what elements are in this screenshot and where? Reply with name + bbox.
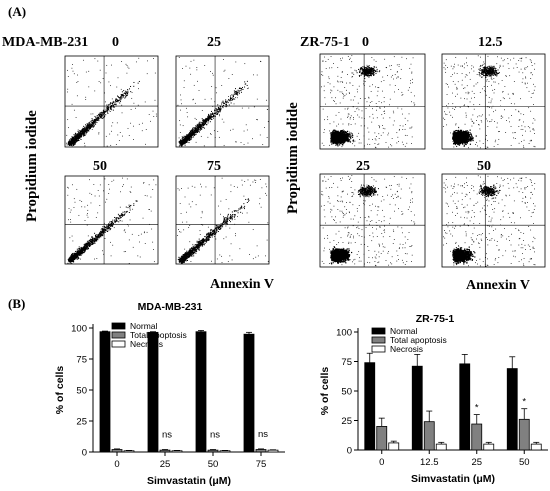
bar-necrosis	[483, 443, 495, 451]
bar-normal	[411, 365, 423, 451]
significance-label: ns	[162, 430, 172, 441]
bar-normal	[147, 331, 159, 453]
bar-normal	[459, 363, 471, 451]
bar-necrosis	[267, 449, 279, 453]
panel-a-label: (A)	[8, 4, 27, 19]
legend-label: Necrosis	[390, 344, 423, 354]
significance-label: *	[475, 403, 479, 414]
bar-necrosis	[123, 450, 135, 453]
panel-b-label: (B)	[8, 296, 26, 311]
flow-title-right-1: 12.5	[478, 35, 503, 50]
legend-swatch	[371, 336, 386, 344]
propidium-label-right: Propidium iodide	[285, 102, 301, 214]
bar-normal	[99, 331, 111, 453]
bar-chart-title-right: ZR-75-1	[415, 313, 455, 325]
y-tick-label: 0	[347, 446, 352, 457]
flow-title-left-3: 75	[207, 159, 221, 174]
bar-total-apoptosis	[471, 423, 483, 451]
bar-necrosis	[171, 450, 183, 453]
bar-total-apoptosis	[518, 418, 530, 451]
bar-chart-mda: 0 25 50 75 100 0 25 ns 50 ns 75 ns % of cells Simvast…	[54, 321, 285, 487]
y-tick-label: 50	[341, 387, 352, 398]
x-tick-label: 25	[471, 457, 482, 468]
legend-label: Total apoptosis	[130, 330, 187, 340]
legend-swatch	[111, 331, 126, 339]
bar-chart-zr: 0 25 50 75 100 0 12.5 25 * 50 * % of cells Simvastat…	[319, 326, 548, 485]
flow-plot-mda-0	[57, 54, 160, 157]
flow-title-right-3: 50	[477, 159, 491, 174]
y-tick-label: 75	[341, 357, 352, 368]
flow-title-right-2: 25	[356, 159, 370, 174]
legend-label: Necrosis	[130, 339, 163, 349]
y-tick-label: 75	[76, 355, 87, 366]
bar-total-apoptosis	[111, 449, 123, 453]
flow-plot-zr-12.5	[434, 52, 547, 159]
x-tick-label: 0	[379, 457, 384, 468]
bar-normal	[243, 333, 255, 453]
bar-total-apoptosis	[159, 449, 171, 453]
flow-title-right-0: 0	[362, 35, 369, 50]
bar-total-apoptosis	[207, 449, 219, 453]
flow-plot-mda-25	[168, 54, 271, 157]
bar-chart-title-left: MDA-MB-231	[137, 301, 203, 313]
flow-title-left-1: 25	[207, 35, 221, 50]
flow-title-left-2: 50	[93, 159, 107, 174]
significance-label: ns	[258, 429, 268, 440]
x-tick-label: 25	[160, 459, 171, 470]
legend-swatch	[371, 327, 386, 335]
legend-swatch	[371, 345, 386, 353]
legend-label: Normal	[130, 321, 158, 331]
annexin-label-left: Annexin V	[210, 277, 274, 292]
legend-swatch	[111, 340, 126, 348]
bar-total-apoptosis	[423, 421, 435, 451]
flow-title-left-0: 0	[112, 35, 119, 50]
flow-plot-mda-75	[168, 174, 271, 274]
bar-normal	[364, 362, 376, 451]
bar-normal	[195, 331, 207, 453]
significance-label: ns	[210, 430, 220, 441]
bar-total-apoptosis	[376, 426, 388, 451]
y-tick-label: 50	[76, 386, 87, 397]
annexin-label-right: Annexin V	[466, 278, 530, 293]
y-tick-label: 25	[76, 417, 87, 428]
x-axis-label: Simvastatin (μM)	[411, 473, 495, 485]
flow-cellline-left: MDA-MB-231	[2, 35, 89, 50]
y-tick-label: 25	[341, 416, 352, 427]
flow-plot-zr-25	[312, 172, 427, 277]
x-tick-label: 50	[519, 457, 530, 468]
x-tick-label: 75	[256, 459, 267, 470]
y-axis-label: % of cells	[54, 366, 66, 415]
x-tick-label: 50	[208, 459, 219, 470]
legend-label: Total apoptosis	[390, 335, 447, 345]
x-tick-label: 12.5	[420, 457, 439, 468]
legend-swatch	[111, 322, 126, 330]
flow-plot-zr-0	[312, 52, 427, 159]
bar-necrosis	[530, 443, 542, 451]
flow-plot-mda-50	[57, 174, 160, 274]
bar-necrosis	[388, 442, 400, 451]
y-tick-label: 100	[71, 324, 87, 335]
x-axis-label: Simvastatin (μM)	[147, 475, 231, 487]
y-axis-label: % of cells	[319, 367, 331, 416]
bar-necrosis	[219, 450, 231, 453]
bar-necrosis	[435, 443, 447, 451]
x-tick-label: 0	[114, 459, 119, 470]
flow-cellline-right: ZR-75-1	[300, 35, 350, 50]
y-tick-label: 0	[82, 448, 87, 459]
flow-plot-zr-50	[434, 172, 547, 277]
bar-normal	[506, 368, 518, 451]
significance-label: *	[522, 397, 526, 408]
bar-total-apoptosis	[255, 449, 267, 453]
propidium-label-left: Propidium iodide	[24, 110, 40, 222]
y-tick-label: 100	[336, 328, 352, 339]
legend-label: Normal	[390, 326, 418, 336]
